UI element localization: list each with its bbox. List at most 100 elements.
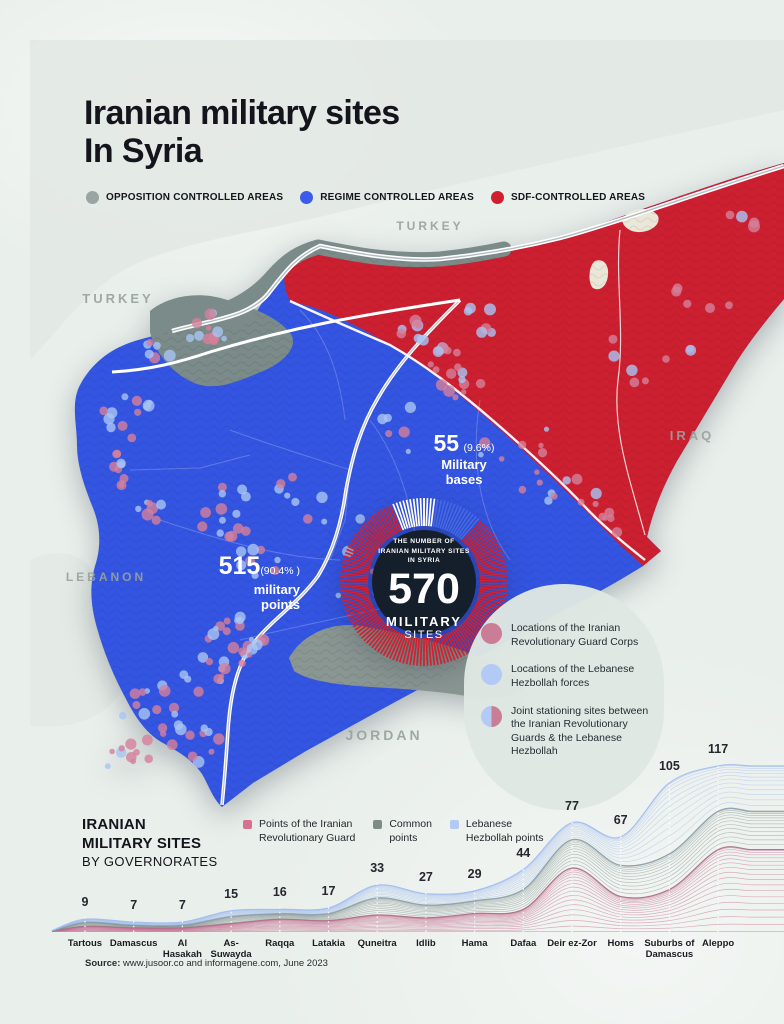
page-title: Iranian military sites In Syria [84,94,400,171]
irgc-site-dot [534,469,540,475]
hezbollah-site-dot [248,636,255,643]
chart-legend-swatch [243,820,252,829]
irgc-site-dot [270,566,280,575]
irgc-site-dot [193,686,204,697]
irgc-site-dot [219,662,231,675]
irgc-site-dot [205,658,213,666]
source-label: Source: [85,958,121,969]
donut-tick [376,511,394,536]
irgc-site-dot [129,688,141,699]
hezbollah-site-dot [200,724,209,732]
donut-center-text: THE NUMBER OF IRANIAN MILITARY SITES IN … [334,537,514,641]
irgc-site-dot [200,507,212,518]
donut-tick [402,635,411,664]
irgc-site-dot [99,406,108,416]
donut-tick [446,504,459,532]
site-legend-label: Joint stationing sites between the Irani… [511,704,649,758]
hezbollah-site-dot [251,571,259,580]
irgc-site-dot [238,647,247,656]
donut-unit-1: MILITARY [386,613,462,629]
chart-heading-line-3: BY GOVERNORATES [82,853,218,869]
country-labels: TURKEY TURKEY IRAQ LEBANON JORDAN [66,219,711,743]
hezbollah-site-dot [121,393,129,401]
donut-tick [454,511,472,536]
donut-tick [361,525,383,546]
stream-value-label: 7 [130,898,138,913]
irgc-site-dot [245,556,256,566]
hezbollah-site-dot [173,720,184,730]
chart-heading-line-1: IRANIAN [82,816,146,833]
donut-tick [342,558,371,568]
irgc-site-dot [537,448,548,458]
donut-tick [450,507,466,534]
stream-chart-legend: Points of the Iranian Revolutionary Guar… [243,818,544,845]
irgc-site-dot [118,745,125,752]
donut-ring-ticks [339,498,509,666]
irgc-site-dot [202,333,214,345]
irgc-site-dot [191,317,203,329]
donut-tick [389,504,402,532]
hezbollah-site-dot [119,711,127,720]
hezbollah-site-dot [138,708,151,720]
irgc-site-dot [187,751,198,762]
irgc-site-dot [235,621,245,631]
irgc-site-dot [550,492,558,500]
irgc-site-dot [132,701,141,709]
hezbollah-site-dot [562,476,571,485]
hezbollah-site-dot [544,496,553,505]
irgc-site-dot [241,526,251,536]
hezbollah-site-dot [458,375,466,384]
donut-tick [340,575,369,580]
irgc-site-dot [454,363,462,372]
irgc-site-dot [146,502,159,514]
points-pct: (90.4% ) [260,565,300,577]
turkey-landmass [30,40,784,360]
hezbollah-site-dot [106,422,116,433]
donut-tick [468,530,492,549]
donut-tick [446,632,459,660]
donut-tick [349,542,375,557]
donut-tick [382,507,398,534]
area-legend-item-1: REGIME CONTROLLED AREAS [300,191,474,204]
donut-tick [345,551,372,564]
donut-tick [365,622,387,644]
irgc-site-dot [409,314,422,327]
irgc-site-dot [185,730,195,740]
donut-tick [478,561,506,571]
irgc-site-dot [518,485,527,494]
donut-tick [477,555,505,566]
irgc-site-dot [629,377,640,388]
irgc-site-dot [479,437,491,449]
irgc-site-dot [662,355,670,363]
lebanon-landmass [30,553,122,726]
hezbollah-site-dot [404,401,416,413]
source-line: Source: www.jusoor.co and informagene.co… [85,958,328,969]
irgc-site-dot [142,734,153,746]
irgc-site-dot [435,379,448,391]
area-legend-label: OPPOSITION CONTROLLED AREAS [106,192,284,203]
irgc-site-dot [461,389,467,395]
donut-tick [342,596,371,606]
hezbollah-site-dot [212,326,224,338]
irgc-site-dot [157,723,168,733]
irgc-site-dot [125,738,137,750]
irgc-site-dot [705,303,715,313]
donut-tick [371,625,390,649]
hezbollah-site-dot [251,639,263,651]
donut-tick [419,498,423,527]
donut-tick [476,551,503,564]
irgc-site-dot [166,739,178,751]
hezbollah-site-dot [543,426,550,432]
donut-tick [342,561,370,571]
irgc-site-dot [604,507,615,518]
donut-tick [343,598,371,609]
hezbollah-site-dot [316,491,328,503]
irgc-site-dot [160,730,167,737]
governorate-label: Suburbs of Damascus [644,938,695,961]
stream-value-label: 33 [370,861,385,876]
irgc-site-dot [725,301,733,310]
roads [111,163,784,806]
donut-tick [352,536,378,553]
